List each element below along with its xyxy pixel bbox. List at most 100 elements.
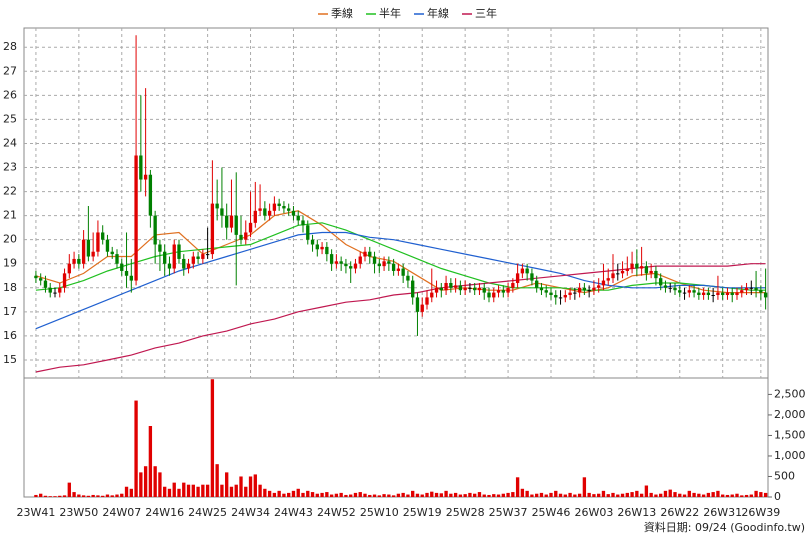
candle-body [163, 251, 167, 264]
y-tick-label: 21 [3, 209, 17, 222]
x-tick-label: 25W10 [360, 506, 399, 519]
candle-body [611, 273, 615, 279]
volume-bar [349, 494, 353, 497]
candle-body [654, 270, 658, 279]
volume-bar [730, 494, 734, 497]
y-tick-label: 24 [3, 136, 17, 149]
volume-bar [368, 494, 372, 497]
candle-body [143, 174, 148, 180]
candle-body [43, 280, 48, 288]
candle-body [310, 239, 315, 245]
candle-body [158, 244, 162, 252]
volume-bar [477, 492, 482, 497]
volume-bar [387, 494, 391, 497]
candle-body [339, 261, 343, 264]
volume-bar [625, 492, 629, 497]
volume-bar [248, 476, 253, 497]
volume-bar [372, 494, 377, 497]
volume-bar [496, 494, 501, 497]
volume-bar [506, 492, 510, 497]
x-tick-label: 25W46 [532, 506, 571, 519]
candle-body [177, 244, 181, 259]
candle-body [544, 290, 548, 293]
volume-bar [577, 493, 582, 497]
volume-bar [48, 496, 52, 497]
candle-body [439, 287, 443, 291]
candle-body [191, 256, 195, 264]
volume-bar [411, 490, 415, 497]
candle-body [425, 297, 429, 305]
volume-bar [744, 494, 749, 497]
candle-body [554, 295, 558, 298]
candle-body [630, 263, 634, 269]
candle-body [430, 292, 434, 298]
candle-body [291, 210, 296, 216]
y-tick-label: 15 [3, 353, 17, 366]
y-tick-label: 17 [3, 305, 17, 318]
y-tick-label: 27 [3, 64, 17, 77]
volume-bar [458, 494, 463, 497]
candle-body [506, 287, 510, 293]
candle-body [539, 287, 544, 291]
candle-body [134, 155, 138, 281]
volume-bar [554, 490, 558, 497]
volume-bar [415, 493, 420, 497]
volume-bar [487, 494, 491, 497]
candle-body [501, 290, 505, 293]
candle-body [673, 287, 677, 291]
candle-body [535, 280, 539, 288]
candle-body [377, 263, 381, 267]
volume-bar [101, 495, 105, 497]
volume-bar [115, 494, 119, 497]
volume-bar [573, 494, 577, 497]
candle-body [277, 203, 281, 207]
candle-body [120, 263, 124, 271]
volume-bar [749, 494, 753, 497]
candle-body [81, 239, 86, 264]
volume-bar [124, 486, 129, 497]
y-tick-label: 26 [3, 88, 17, 101]
volume-bar [711, 492, 715, 497]
candle-body [468, 287, 472, 289]
volume-bar [182, 482, 186, 497]
volume-bar [706, 492, 711, 497]
volume-bar [158, 472, 162, 497]
candle-body [549, 292, 553, 296]
candle-body [248, 222, 253, 233]
candle-body [124, 270, 129, 276]
volume-bar [382, 494, 386, 497]
volume-bar [229, 486, 234, 497]
y2-tick-label: 0 [774, 490, 781, 503]
volume-bar [535, 493, 539, 497]
candle-body [301, 220, 305, 226]
volume-bar [225, 472, 229, 497]
candle-body [196, 256, 200, 259]
volume-bar [473, 493, 477, 497]
volume-bar [678, 493, 682, 497]
x-tick-label: 26W13 [617, 506, 656, 519]
volume-bar [353, 492, 358, 497]
volume-bar [105, 494, 110, 497]
candle-body [306, 225, 310, 240]
volume-bar [291, 490, 296, 497]
candle-body [96, 232, 100, 252]
volume-bar [310, 492, 315, 497]
candle-body [692, 290, 696, 293]
volume-bar [482, 494, 486, 497]
x-tick-label: 24W07 [102, 506, 141, 519]
candle-body [172, 244, 176, 269]
volume-bar [210, 379, 215, 497]
volume-bar [468, 492, 472, 497]
volume-bar [177, 488, 181, 497]
volume-bar [134, 400, 138, 497]
volume-bar [539, 492, 544, 497]
volume-bar [544, 494, 548, 497]
y-tick-label: 22 [3, 185, 17, 198]
y-tick-label: 19 [3, 257, 17, 270]
candle-body [368, 251, 372, 257]
y-tick-label: 20 [3, 233, 17, 246]
volume-bar [515, 477, 520, 497]
volume-bar [701, 494, 706, 497]
volume-bar [754, 490, 758, 497]
x-tick-label: 25W37 [489, 506, 528, 519]
